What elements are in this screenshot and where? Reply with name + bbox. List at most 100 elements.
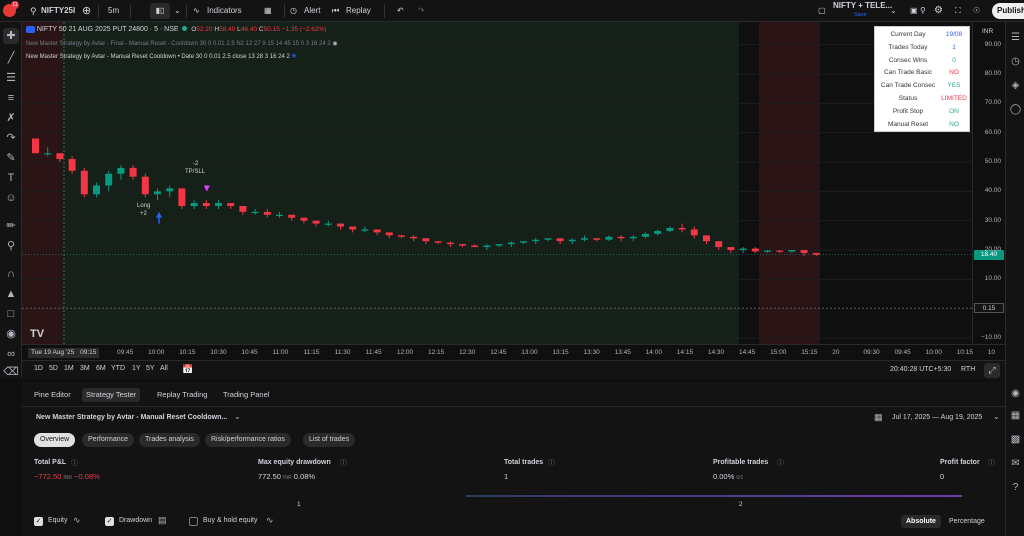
- equity-checkbox[interactable]: ✓: [34, 517, 43, 526]
- time-axis[interactable]: Tue 19 Aug '25 09:15 09:45 10:00 10:15 10:3…: [22, 344, 1005, 360]
- panel-tab-replay-trading[interactable]: Replay Trading: [157, 390, 208, 399]
- range-button-6m[interactable]: 6M: [96, 365, 106, 372]
- trend-line-icon[interactable]: ╱: [7, 52, 15, 64]
- info-icon[interactable]: ⓘ: [988, 460, 995, 467]
- watchlist-icon[interactable]: ☰: [1011, 32, 1020, 43]
- absolute-toggle[interactable]: Absolute: [901, 515, 941, 528]
- equity-checkbox-label[interactable]: Equity: [48, 517, 68, 524]
- layout-chevron-icon[interactable]: ⌄: [890, 6, 897, 15]
- alert-clock-icon[interactable]: ◷: [290, 6, 297, 15]
- range-button-1d[interactable]: 1D: [34, 365, 43, 372]
- calendar-range-icon[interactable]: ▦: [874, 412, 883, 422]
- currency-label[interactable]: INR: [982, 28, 994, 35]
- eye-icon[interactable]: ◉: [6, 328, 16, 340]
- symbol-search-icon[interactable]: ⚲: [30, 6, 37, 16]
- trash-icon[interactable]: ⌫: [3, 366, 19, 378]
- session-button[interactable]: RTH: [961, 366, 976, 373]
- range-button-5y[interactable]: 5Y: [146, 365, 155, 372]
- range-button-3m[interactable]: 3M: [80, 365, 90, 372]
- symbol-title[interactable]: NIFTY 50 21 AUG 2025 PUT 24800 · 5 · NSE: [36, 26, 179, 34]
- subtab-risk-performance-ratios[interactable]: Risk/performance ratios: [205, 433, 291, 447]
- zoom-icon[interactable]: ⚲: [6, 240, 16, 252]
- replay-icon[interactable]: ⏮: [332, 6, 340, 15]
- layers-icon[interactable]: ◈: [1011, 80, 1020, 91]
- drawdown-checkbox[interactable]: ✓: [105, 517, 114, 526]
- panel-tab-trading-panel[interactable]: Trading Panel: [223, 390, 270, 399]
- layout-grid-icon[interactable]: ▣: [910, 6, 918, 15]
- ruler-icon[interactable]: ✏: [6, 220, 16, 232]
- lock-icon[interactable]: □: [7, 308, 15, 320]
- price-chart[interactable]: NIFTY 50 21 AUG 2025 PUT 24800 · 5 · NSE…: [22, 22, 972, 344]
- layout-save-status[interactable]: Save: [854, 12, 867, 18]
- range-button-1m[interactable]: 1M: [64, 365, 74, 372]
- drawdown-checkbox-label[interactable]: Drawdown: [119, 517, 153, 524]
- indicators-button[interactable]: Indicators: [207, 6, 242, 15]
- strategy-chevron-icon[interactable]: ⌄: [234, 412, 241, 421]
- alert-button[interactable]: Alert: [304, 6, 321, 15]
- info-icon[interactable]: ⓘ: [340, 460, 347, 467]
- chart-type-chevron-icon[interactable]: ⌄: [174, 6, 181, 15]
- publish-button[interactable]: Publish: [992, 3, 1024, 19]
- candle-type-icon[interactable]: ▮▯: [150, 3, 170, 19]
- hotlist-icon[interactable]: ◉: [1011, 388, 1020, 399]
- text-icon[interactable]: T: [7, 172, 15, 184]
- indicator-legend-2[interactable]: New Master Strategy by Avtar - Manual Re…: [26, 53, 297, 60]
- buyhold-checkbox[interactable]: [189, 517, 198, 526]
- date-range-chevron-icon[interactable]: ⌄: [993, 412, 1000, 421]
- indicator-2-label[interactable]: New Master Strategy by Avtar - Manual Re…: [26, 54, 290, 60]
- grid-icon[interactable]: ▩: [1010, 434, 1021, 445]
- subtab-list-of-trades[interactable]: List of trades: [303, 433, 356, 447]
- clock-readout[interactable]: 20:40:28 UTC+5:30: [890, 366, 952, 373]
- subtab-trades-analysis[interactable]: Trades analysis: [139, 433, 200, 447]
- alerts-icon[interactable]: ◷: [1011, 56, 1020, 67]
- help-icon[interactable]: ?: [1012, 482, 1019, 493]
- price-axis[interactable]: INR 18.40 0.15 90.00 80.00 70.00 60.00 50.00…: [972, 22, 1005, 344]
- snapshot-camera-icon[interactable]: ☉: [973, 6, 981, 15]
- strategy-name-select[interactable]: New Master Strategy by Avtar - Manual Re…: [36, 414, 228, 421]
- layout-name[interactable]: NIFTY + TELE...: [833, 1, 893, 10]
- info-icon[interactable]: ⓘ: [548, 460, 555, 467]
- indicator-legend-1[interactable]: New Master Strategy by Avtar - Final - M…: [26, 40, 338, 47]
- brush-icon[interactable]: ✎: [6, 152, 16, 164]
- indicators-icon[interactable]: ∿: [193, 6, 200, 15]
- layout-icon[interactable]: ▢: [818, 6, 826, 15]
- range-button-ytd[interactable]: YTD: [111, 365, 125, 372]
- date-range-select[interactable]: Jul 17, 2025 — Aug 19, 2025: [892, 414, 983, 421]
- crosshair-icon[interactable]: ✚: [3, 28, 19, 44]
- buyhold-checkbox-label[interactable]: Buy & hold equity: [203, 517, 258, 524]
- compare-plus-icon[interactable]: ⊕: [82, 5, 92, 17]
- range-button-1y[interactable]: 1Y: [132, 365, 141, 372]
- symbol-search-input[interactable]: NIFTY25I: [41, 6, 76, 15]
- goto-date-icon[interactable]: 📅: [182, 364, 194, 374]
- panel-tab-pine-editor[interactable]: Pine Editor: [34, 390, 71, 399]
- settings-icon[interactable]: ❋: [291, 54, 297, 60]
- ideas-icon[interactable]: ◯: [1009, 104, 1022, 115]
- percentage-toggle[interactable]: Percentage: [949, 518, 985, 525]
- info-icon[interactable]: ⓘ: [777, 460, 784, 467]
- eye-icon[interactable]: ◉: [332, 41, 338, 47]
- pattern-icon[interactable]: ✗: [6, 112, 16, 124]
- chat-icon[interactable]: ✉: [1011, 458, 1020, 469]
- range-button-5d[interactable]: 5D: [49, 365, 58, 372]
- horizontal-lines-icon[interactable]: ☰: [6, 72, 16, 84]
- info-icon[interactable]: ⓘ: [71, 460, 78, 467]
- search-icon[interactable]: ⚲: [920, 6, 926, 15]
- fullscreen-icon[interactable]: ⛶: [955, 6, 961, 15]
- fib-icon[interactable]: ≡: [7, 92, 15, 104]
- range-button-all[interactable]: All: [160, 365, 168, 372]
- subtab-overview[interactable]: Overview: [34, 433, 76, 447]
- lock-drawing-icon[interactable]: ▲: [5, 288, 17, 300]
- chart-canvas[interactable]: [22, 22, 972, 344]
- link-icon[interactable]: ∞: [7, 348, 15, 360]
- templates-grid-icon[interactable]: ▦: [264, 6, 272, 15]
- emoji-icon[interactable]: ☺: [5, 192, 17, 204]
- settings-gear-icon[interactable]: ⚙: [934, 5, 943, 16]
- subtab-performance[interactable]: Performance: [82, 433, 135, 447]
- scale-settings-icon[interactable]: ⤢: [984, 363, 1000, 378]
- replay-button[interactable]: Replay: [346, 6, 371, 15]
- projection-icon[interactable]: ↷: [6, 132, 16, 144]
- magnet-icon[interactable]: ∩: [7, 268, 15, 280]
- calendar-icon[interactable]: ▦: [1010, 410, 1021, 421]
- undo-icon[interactable]: ↶: [397, 6, 404, 15]
- indicator-1-label[interactable]: New Master Strategy by Avtar - Final - M…: [26, 41, 331, 47]
